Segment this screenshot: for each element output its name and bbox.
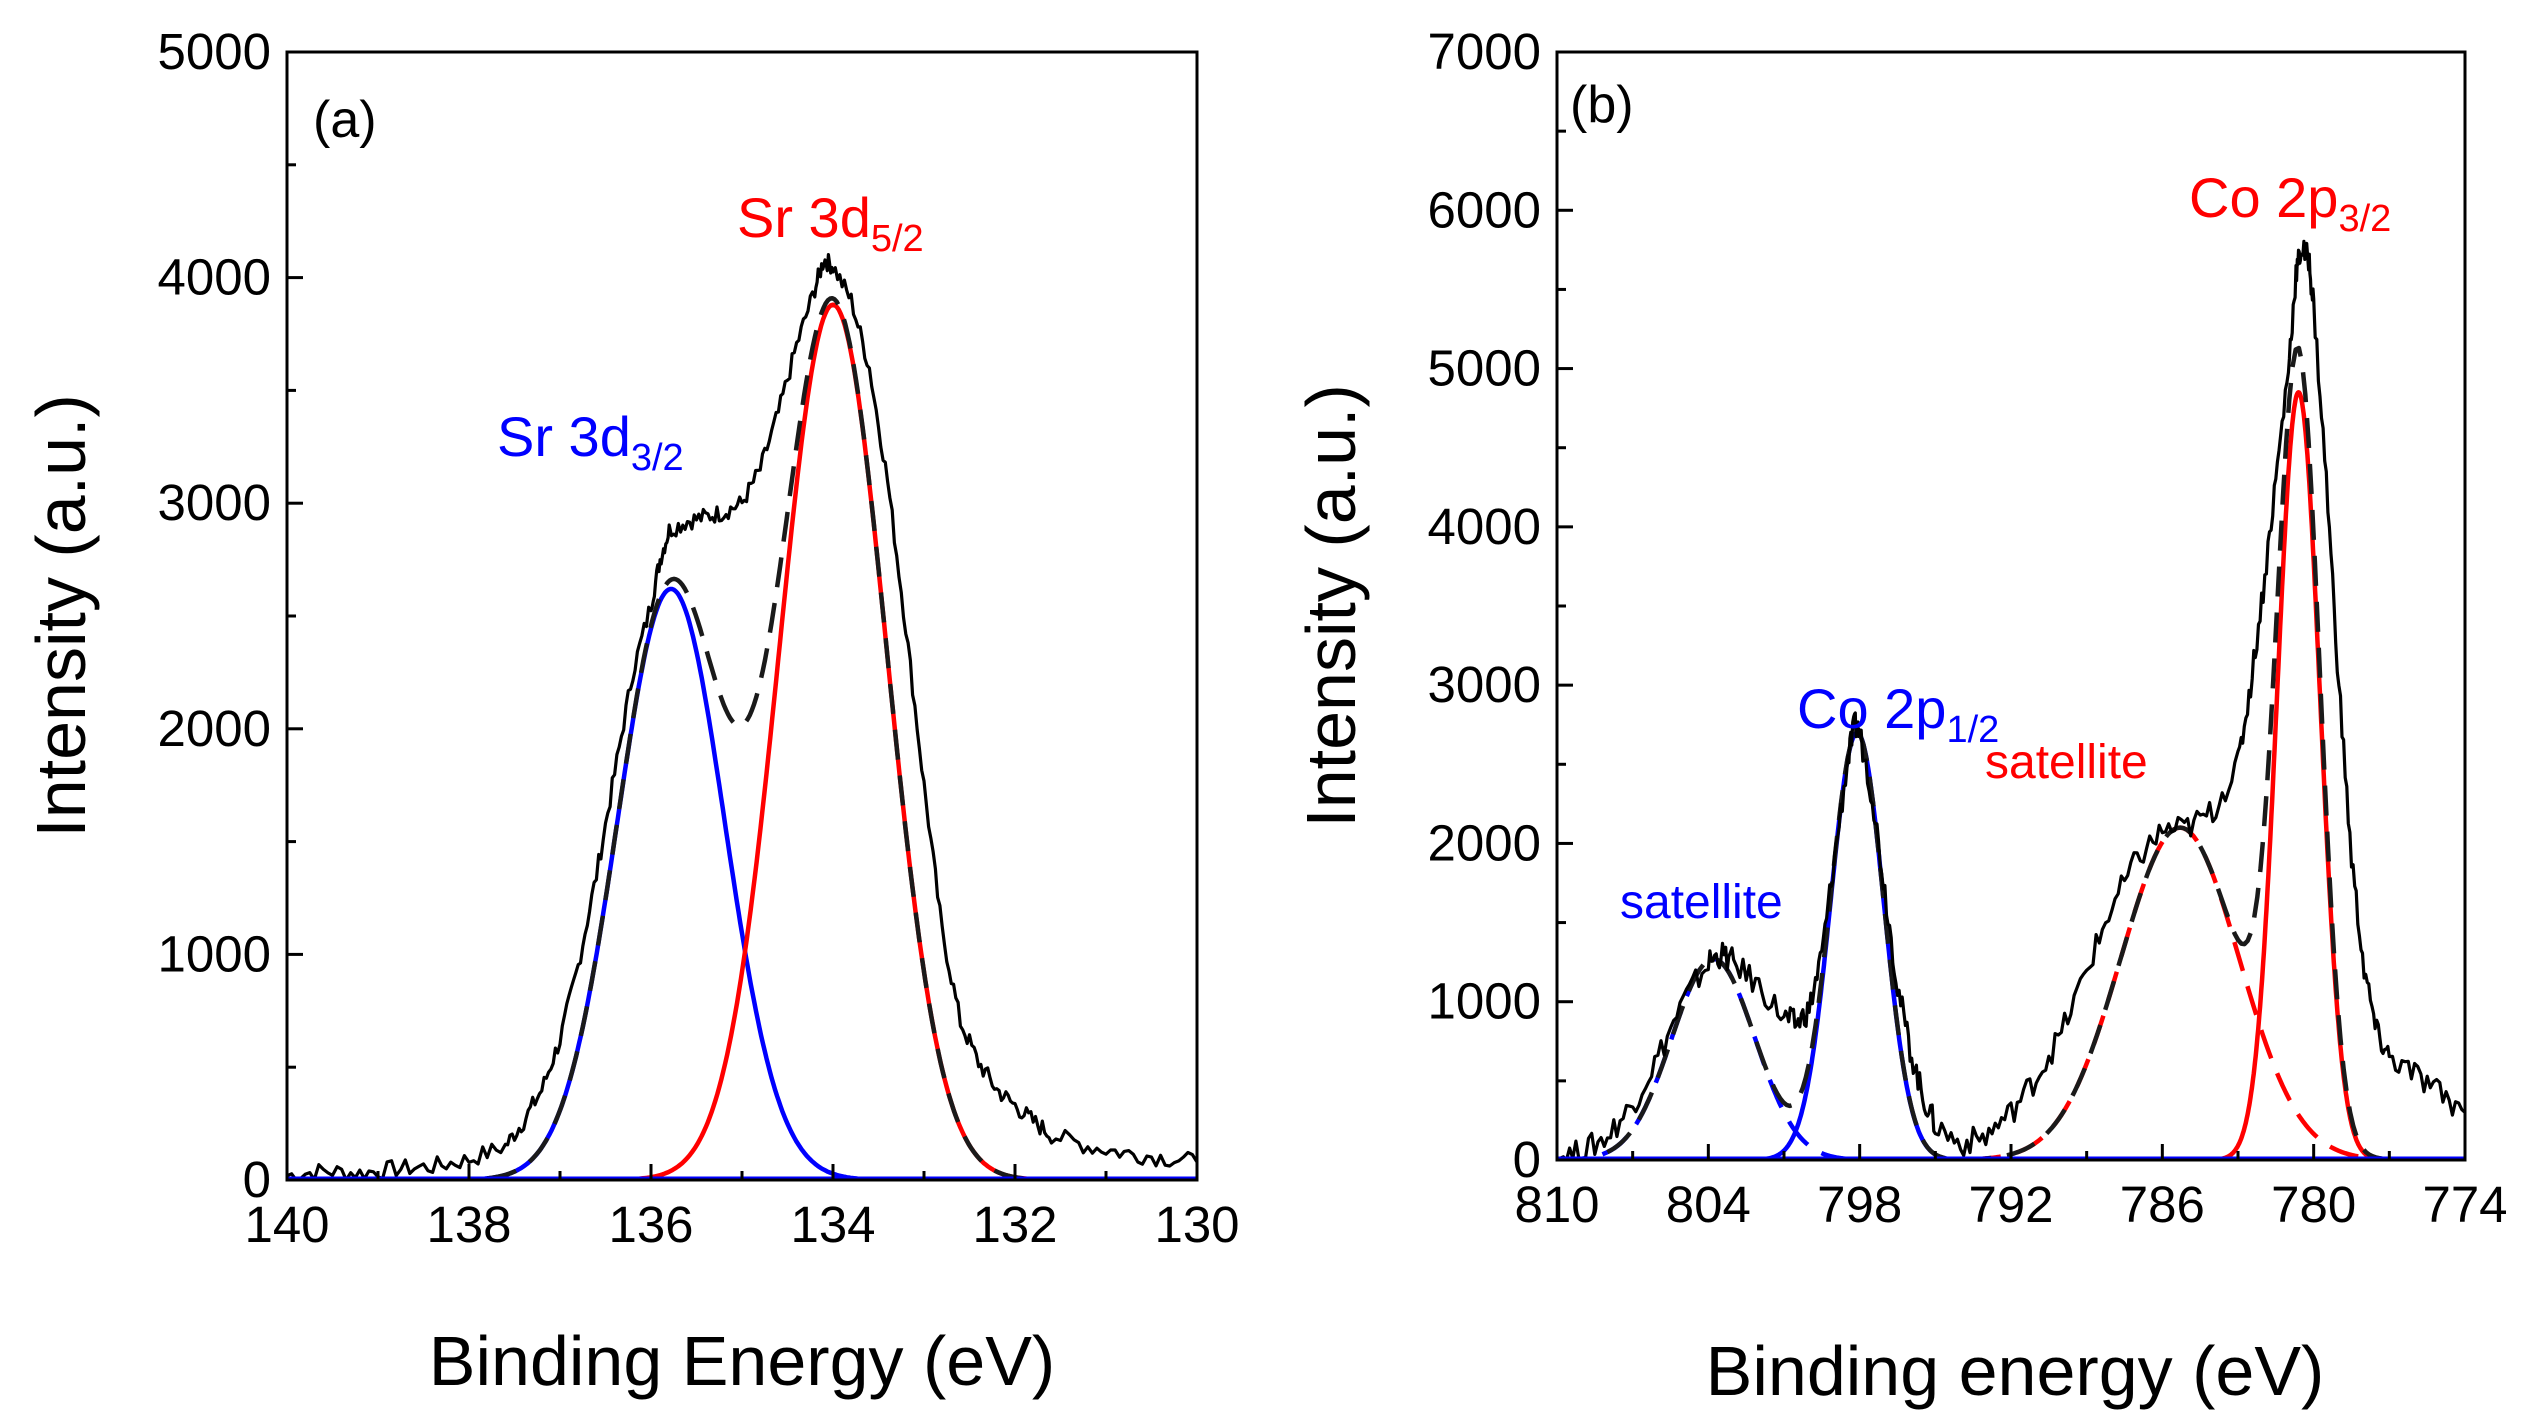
panel-b-label: (b) xyxy=(1570,76,1634,134)
panel-a-y-tick-label: 1000 xyxy=(158,925,271,982)
panel-b-x-tick-label: 798 xyxy=(1817,1176,1902,1233)
panel-b-y-tick-label: 5000 xyxy=(1428,340,1541,397)
panel-b-y-tick-label: 3000 xyxy=(1428,656,1541,713)
panel-a-ticks: 140 138 136 134 132 130 0 1000 2000 3000 4000 5000 xyxy=(158,23,1240,1253)
label-sr-3d-5-2: Sr 3d5/2 xyxy=(737,186,924,260)
panel-b-x-tick-label: 774 xyxy=(2422,1176,2507,1233)
panel-a-x-tick-label: 138 xyxy=(426,1196,511,1253)
panel-b-x-tick-label: 810 xyxy=(1514,1176,1599,1233)
panel-b-y-tick-label: 7000 xyxy=(1428,23,1541,80)
panel-a-y-tick-label: 3000 xyxy=(158,474,271,531)
panel-a-y-tick-label: 0 xyxy=(243,1151,271,1208)
panel-a-y-tick-label: 2000 xyxy=(158,700,271,757)
panel-a-x-tick-label: 134 xyxy=(790,1196,875,1253)
panel-b-x-tick-label: 804 xyxy=(1666,1176,1751,1233)
label-sr-3d-3-2: Sr 3d3/2 xyxy=(497,405,684,479)
panel-a-x-tick-label: 136 xyxy=(608,1196,693,1253)
panel-b-series-fit-envelope xyxy=(1606,345,2440,1160)
label-co-2p-1-2: Co 2p1/2 xyxy=(1797,677,1999,751)
panel-a-series-experimental xyxy=(287,253,1197,1180)
panel-b-y-tick-label: 1000 xyxy=(1428,973,1541,1030)
panel-b-y-tick-label: 0 xyxy=(1513,1131,1541,1188)
panel-a-series-fit-envelope xyxy=(486,295,1052,1180)
panel-a-y-axis-title: Intensity (a.u.) xyxy=(22,394,100,838)
panel-a-y-tick-label: 4000 xyxy=(158,249,271,306)
panel-b-series-experimental xyxy=(1557,239,2465,1160)
panel-b-series-co-2p3-2 xyxy=(2211,390,2379,1160)
panel-b-ticks: 810 804 798 792 786 780 774 0 1000 2000 3000 4000 50… xyxy=(1428,23,2508,1233)
panel-a-y-tick-label: 5000 xyxy=(158,23,271,80)
panel-b-series-co-2p1-2 xyxy=(1757,730,1963,1160)
panel-b-y-tick-label: 6000 xyxy=(1428,181,1541,238)
panel-a: 140 138 136 134 132 130010002000300040005000 … xyxy=(22,23,1240,1400)
panel-a-series-sr-3d3-2 xyxy=(468,586,925,1180)
panel-a-x-tick-label: 132 xyxy=(972,1196,1057,1253)
panel-b-plot-area xyxy=(1557,239,2465,1160)
panel-a-label: (a) xyxy=(313,91,377,149)
label-satellite-red: satellite xyxy=(1985,736,2148,789)
label-satellite-blue: satellite xyxy=(1620,876,1783,929)
panel-b-x-tick-label: 792 xyxy=(1968,1176,2053,1233)
panel-a-x-tick-label: 130 xyxy=(1154,1196,1239,1253)
panel-b-y-tick-label: 4000 xyxy=(1428,498,1541,555)
panel-a-x-axis-title: Binding Energy (eV) xyxy=(429,1322,1055,1400)
panel-b: 810 804 798 792 786 780 774 0 1000 2000 3000 4000 50… xyxy=(1292,23,2508,1410)
panel-b-x-tick-label: 780 xyxy=(2271,1176,2356,1233)
panel-a-series-sr-3d5-2 xyxy=(577,302,1089,1180)
panel-b-y-axis-title: Intensity (a.u.) xyxy=(1292,384,1370,828)
label-co-2p-3-2: Co 2p3/2 xyxy=(2189,166,2391,240)
panel-a-x-tick-label: 140 xyxy=(244,1196,329,1253)
panel-b-y-tick-label: 2000 xyxy=(1428,814,1541,871)
panel-b-x-axis-title: Binding energy (eV) xyxy=(1706,1332,2325,1410)
panel-a-plot-area xyxy=(287,253,1197,1180)
panel-b-x-tick-label: 786 xyxy=(2120,1176,2205,1233)
